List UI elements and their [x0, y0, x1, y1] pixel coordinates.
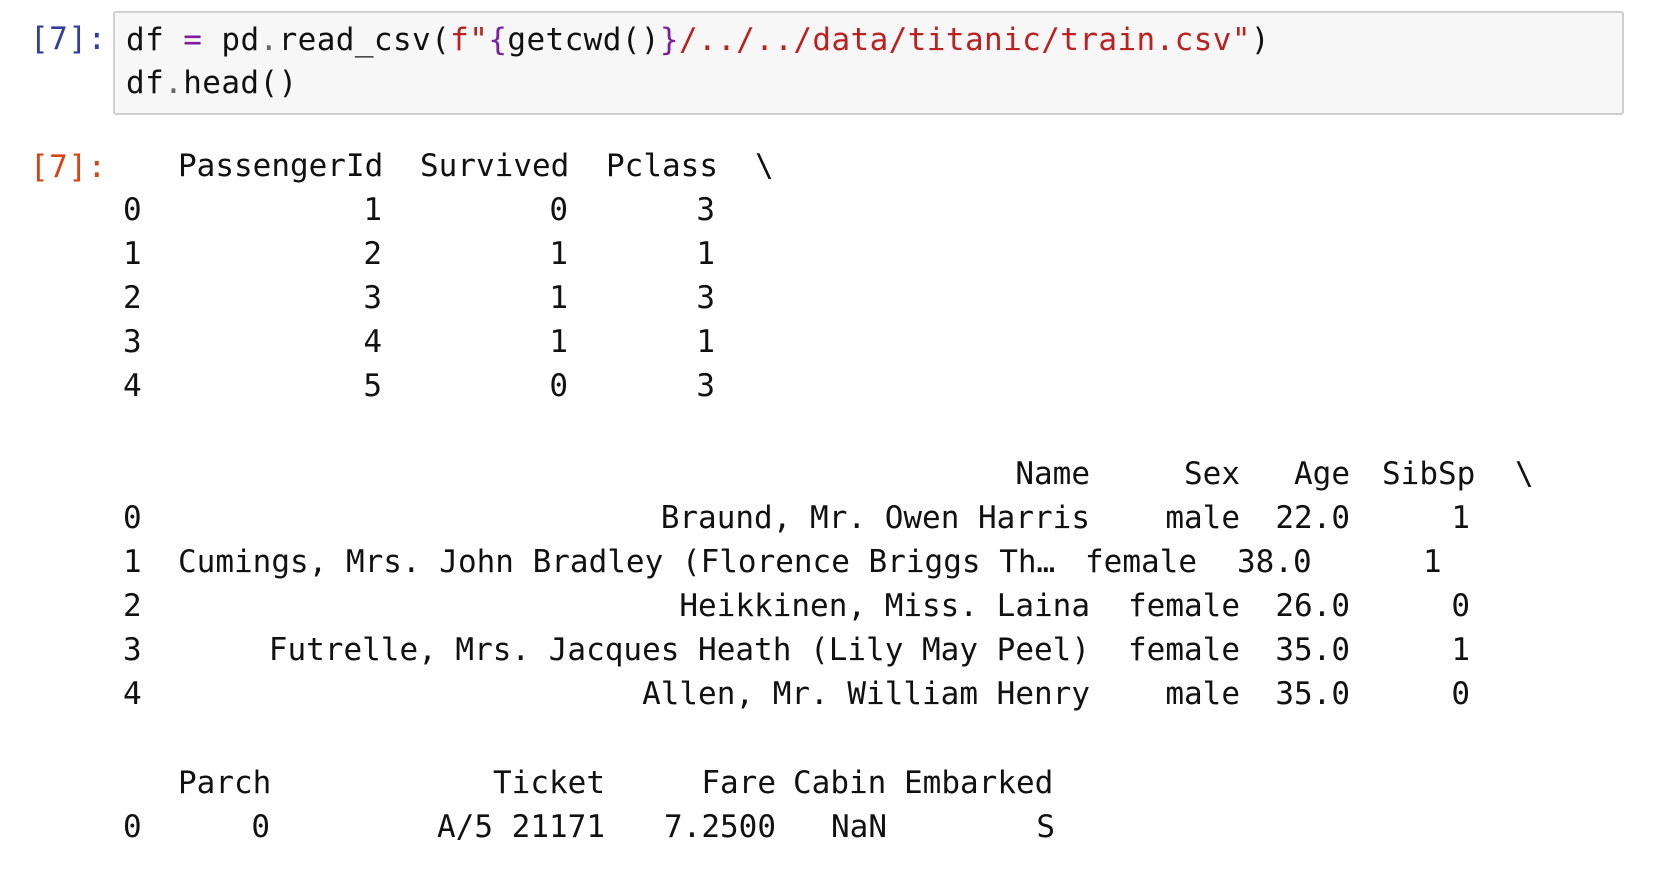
- column-header: Ticket: [493, 765, 605, 801]
- code-token-inner: getcwd(): [507, 22, 660, 58]
- code-token-dot: .: [164, 65, 184, 101]
- row-index: 0: [123, 192, 142, 228]
- table-cell: Allen, Mr. William Henry: [642, 676, 1090, 712]
- code-token-brace-close: }: [659, 22, 679, 58]
- row-index: 4: [123, 368, 142, 404]
- table-cell: Cumings, Mrs. John Bradley (Florence Bri…: [178, 544, 1056, 580]
- code-token-brace-open: {: [488, 22, 508, 58]
- table-cell: 3: [363, 280, 382, 316]
- table-cell: 1: [363, 192, 382, 228]
- table-cell: Futrelle, Mrs. Jacques Heath (Lily May P…: [268, 632, 1090, 668]
- table-cell: NaN: [831, 809, 887, 845]
- column-header: Embarked: [904, 765, 1054, 801]
- table-cell: 1: [696, 324, 715, 360]
- table-cell: S: [1036, 809, 1055, 845]
- row-index: 0: [123, 500, 142, 536]
- table-cell: 1: [549, 324, 568, 360]
- table-cell: 3: [696, 192, 715, 228]
- row-index: 4: [123, 676, 142, 712]
- column-header: Survived: [420, 148, 570, 184]
- code-token-eq: =: [183, 22, 203, 58]
- table-cell: 0: [549, 192, 568, 228]
- table-cell: 0: [251, 809, 270, 845]
- code-token-var: df: [126, 65, 165, 101]
- row-index: 2: [123, 588, 142, 624]
- row-index: 3: [123, 632, 142, 668]
- table-cell: 0: [549, 368, 568, 404]
- table-cell: 7.2500: [664, 809, 776, 845]
- table-cell: 3: [696, 280, 715, 316]
- table-cell: male: [1165, 500, 1240, 536]
- table-cell: 1: [549, 236, 568, 272]
- column-header: Fare: [701, 765, 776, 801]
- table-cell: female: [1085, 544, 1197, 580]
- input-prompt: [7]:: [30, 21, 107, 57]
- table-cell: Heikkinen, Miss. Laina: [679, 588, 1090, 624]
- table-cell: 1: [1451, 500, 1470, 536]
- table-cell: female: [1128, 632, 1240, 668]
- table-cell: 3: [696, 368, 715, 404]
- code-cell-editor[interactable]: df = pd.read_csv(f"{getcwd()}/../../data…: [113, 11, 1624, 115]
- column-header: Cabin: [793, 765, 887, 801]
- code-token-module: pd: [221, 22, 260, 58]
- table-cell: 5: [363, 368, 382, 404]
- code-token-str-prefix: f": [450, 22, 489, 58]
- code-token-func: read_csv(: [278, 22, 451, 58]
- column-header: SibSp: [1382, 456, 1476, 492]
- table-cell: male: [1165, 676, 1240, 712]
- table-cell: 35.0: [1275, 676, 1350, 712]
- table-cell: 1: [1451, 632, 1470, 668]
- code-token-path: /../../data/titanic/train.csv": [678, 22, 1251, 58]
- code-line-2: df.head(): [126, 65, 298, 101]
- code-token-method: head(): [183, 65, 298, 101]
- line-continuation: \: [755, 148, 774, 184]
- code-token-dot: .: [259, 22, 279, 58]
- column-header: Parch: [178, 765, 272, 801]
- table-cell: 1: [1423, 544, 1442, 580]
- table-cell: 38.0: [1237, 544, 1312, 580]
- table-cell: 35.0: [1275, 632, 1350, 668]
- code-token-close: ): [1250, 22, 1270, 58]
- row-index: 0: [123, 809, 142, 845]
- table-cell: Braund, Mr. Owen Harris: [660, 500, 1090, 536]
- row-index: 2: [123, 280, 142, 316]
- table-cell: A/5 21171: [437, 809, 605, 845]
- code-token-var: df: [126, 22, 165, 58]
- column-header: PassengerId: [178, 148, 384, 184]
- table-cell: 4: [363, 324, 382, 360]
- row-index: 1: [123, 236, 142, 272]
- table-cell: 0: [1451, 588, 1470, 624]
- column-header: Sex: [1184, 456, 1240, 492]
- line-continuation: \: [1515, 456, 1534, 492]
- table-cell: 1: [696, 236, 715, 272]
- row-index: 1: [123, 544, 142, 580]
- output-prompt: [7]:: [30, 149, 107, 185]
- row-index: 3: [123, 324, 142, 360]
- code-line-1: df = pd.read_csv(f"{getcwd()}/../../data…: [126, 22, 1270, 58]
- table-cell: 1: [549, 280, 568, 316]
- table-cell: 26.0: [1275, 588, 1350, 624]
- table-cell: 0: [1451, 676, 1470, 712]
- table-cell: female: [1128, 588, 1240, 624]
- column-header: Name: [1015, 456, 1090, 492]
- table-cell: 2: [363, 236, 382, 272]
- column-header: Age: [1294, 456, 1350, 492]
- table-cell: 22.0: [1275, 500, 1350, 536]
- column-header: Pclass: [606, 148, 718, 184]
